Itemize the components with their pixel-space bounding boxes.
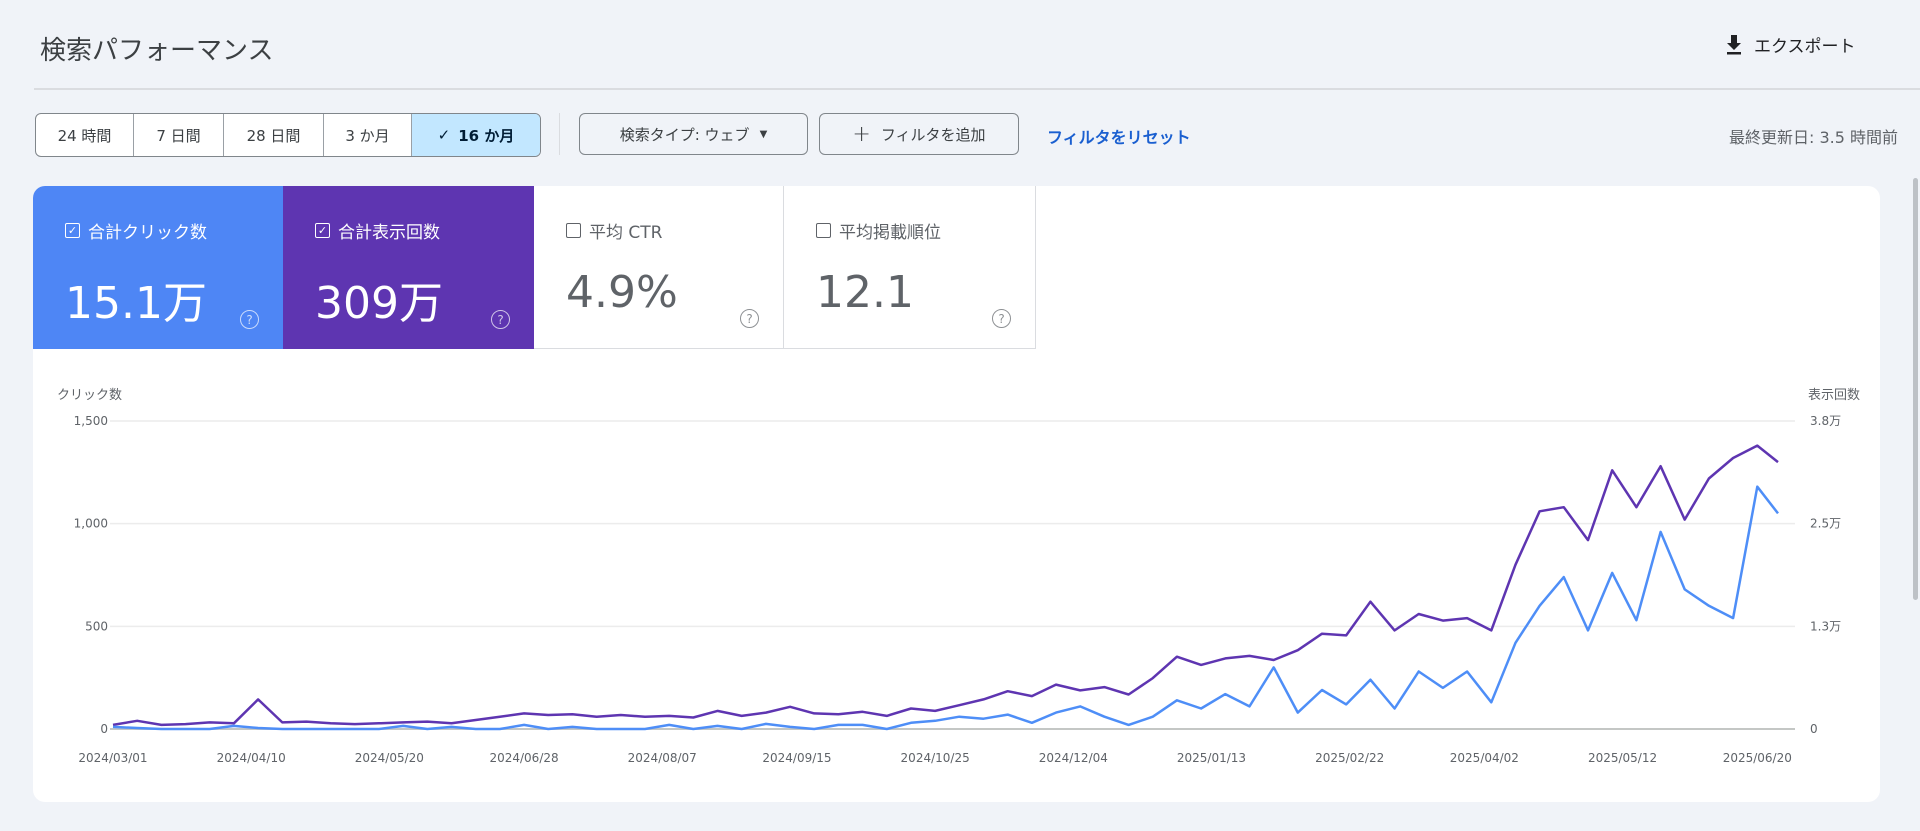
range-label: 3 か月 bbox=[345, 126, 390, 145]
x-tick-label: 2025/04/02 bbox=[1450, 751, 1519, 765]
x-tick-label: 2025/06/20 bbox=[1723, 751, 1792, 765]
metric-card-total-clicks[interactable]: ✓ 合計クリック数 15.1万 ? bbox=[33, 186, 283, 349]
right-tick-label: 2.5万 bbox=[1810, 517, 1841, 531]
range-label: 24 時間 bbox=[57, 126, 112, 145]
x-tick-label: 2025/05/12 bbox=[1588, 751, 1657, 765]
add-filter-button[interactable]: + フィルタを追加 bbox=[819, 113, 1019, 155]
right-tick-label: 0 bbox=[1810, 722, 1818, 736]
metric-label: 平均 CTR bbox=[589, 223, 663, 243]
metric-label: 合計クリック数 bbox=[88, 223, 207, 243]
dropdown-arrow-icon: ▼ bbox=[759, 128, 768, 140]
plus-icon: + bbox=[852, 121, 871, 147]
left-tick-label: 1,500 bbox=[74, 414, 108, 428]
metric-value: 4.9% bbox=[566, 267, 678, 318]
range-28-days[interactable]: 28 日間 bbox=[224, 114, 324, 156]
search-type-dropdown[interactable]: 検索タイプ: ウェブ ▼ bbox=[579, 113, 808, 155]
export-label: エクスポート bbox=[1754, 37, 1856, 57]
last-updated-text: 最終更新日: 3.5 時間前 bbox=[1728, 128, 1898, 147]
x-tick-label: 2025/02/22 bbox=[1315, 751, 1384, 765]
metric-value: 309万 bbox=[315, 278, 443, 329]
x-tick-label: 2024/12/04 bbox=[1039, 751, 1108, 765]
checkbox-unchecked-icon[interactable] bbox=[566, 223, 581, 238]
metric-card-average-position[interactable]: 平均掲載順位 12.1 ? bbox=[784, 186, 1036, 349]
help-icon[interactable]: ? bbox=[740, 309, 759, 328]
add-filter-label: フィルタを追加 bbox=[880, 125, 986, 144]
help-icon[interactable]: ? bbox=[491, 310, 510, 329]
checkbox-checked-icon[interactable]: ✓ bbox=[315, 223, 330, 238]
checkbox-checked-icon[interactable]: ✓ bbox=[65, 223, 80, 238]
x-tick-label: 2024/04/10 bbox=[217, 751, 286, 765]
x-tick-label: 2025/01/13 bbox=[1177, 751, 1246, 765]
metric-card-average-ctr[interactable]: 平均 CTR 4.9% ? bbox=[534, 186, 784, 349]
header-divider bbox=[34, 88, 1920, 90]
page-title: 検索パフォーマンス bbox=[40, 36, 274, 66]
left-tick-label: 1,000 bbox=[74, 517, 108, 531]
x-tick-label: 2024/10/25 bbox=[901, 751, 970, 765]
range-label: 28 日間 bbox=[246, 126, 301, 145]
right-axis-title: 表示回数 bbox=[1807, 388, 1860, 403]
metric-value: 12.1 bbox=[816, 267, 914, 318]
range-label: 7 日間 bbox=[156, 126, 201, 145]
left-tick-label: 0 bbox=[100, 722, 108, 736]
right-tick-label: 1.3万 bbox=[1810, 619, 1841, 633]
metric-value: 15.1万 bbox=[65, 278, 207, 329]
scrollbar[interactable] bbox=[1913, 178, 1918, 600]
x-tick-label: 2024/03/01 bbox=[78, 751, 147, 765]
date-range-selector: 24 時間 7 日間 28 日間 3 か月 ✓ 16 か月 bbox=[35, 113, 541, 157]
export-button[interactable]: エクスポート bbox=[1724, 32, 1856, 57]
range-3-months[interactable]: 3 か月 bbox=[324, 114, 412, 156]
right-tick-label: 3.8万 bbox=[1810, 414, 1841, 428]
x-tick-label: 2024/08/07 bbox=[628, 751, 697, 765]
toolbar-separator bbox=[559, 113, 560, 155]
help-icon[interactable]: ? bbox=[240, 310, 259, 329]
x-tick-label: 2024/05/20 bbox=[355, 751, 424, 765]
clicks-series-line bbox=[112, 485, 1779, 731]
left-tick-label: 500 bbox=[85, 619, 108, 633]
impressions-series-line bbox=[112, 444, 1779, 727]
help-icon[interactable]: ? bbox=[992, 309, 1011, 328]
reset-filters-link[interactable]: フィルタをリセット bbox=[1047, 128, 1191, 147]
checkbox-unchecked-icon[interactable] bbox=[816, 223, 831, 238]
x-tick-label: 2024/09/15 bbox=[762, 751, 831, 765]
search-type-label: 検索タイプ: ウェブ bbox=[619, 125, 750, 144]
range-label: 16 か月 bbox=[458, 126, 515, 145]
range-16-months[interactable]: ✓ 16 か月 bbox=[412, 114, 540, 156]
range-24-hours[interactable]: 24 時間 bbox=[36, 114, 134, 156]
check-icon: ✓ bbox=[437, 126, 451, 144]
left-axis-title: クリック数 bbox=[57, 388, 123, 403]
x-tick-label: 2024/06/28 bbox=[489, 751, 558, 765]
metric-label: 平均掲載順位 bbox=[839, 223, 941, 243]
metric-label: 合計表示回数 bbox=[338, 223, 440, 243]
range-7-days[interactable]: 7 日間 bbox=[134, 114, 224, 156]
metric-card-total-impressions[interactable]: ✓ 合計表示回数 309万 ? bbox=[283, 186, 534, 349]
download-icon bbox=[1727, 34, 1741, 54]
